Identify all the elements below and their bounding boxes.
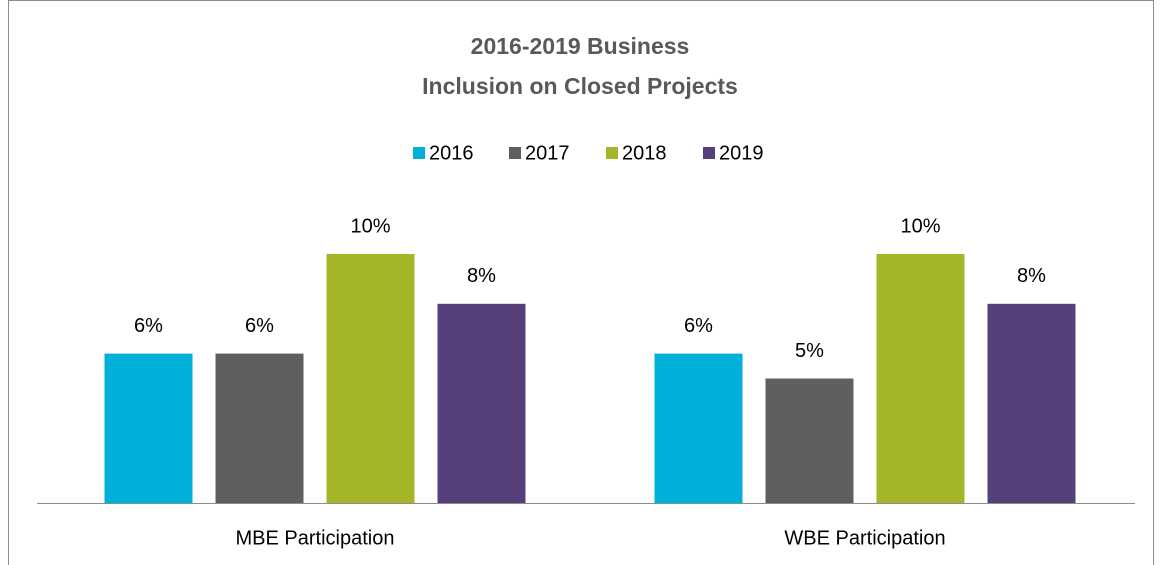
legend-label: 2016: [429, 142, 474, 164]
data-label: 6%: [684, 315, 713, 337]
legend-label: 2017: [525, 142, 570, 164]
legend-swatch: [703, 147, 715, 159]
chart-title: 2016-2019 Business: [471, 33, 690, 59]
bar: [104, 353, 193, 503]
legend-label: 2019: [719, 142, 764, 164]
x-tick-label: MBE Participation: [236, 527, 395, 549]
data-label: 10%: [900, 215, 940, 237]
bar: [437, 303, 526, 503]
data-label: 10%: [350, 215, 390, 237]
bar: [326, 254, 415, 503]
data-label: 6%: [134, 315, 163, 337]
bar: [987, 303, 1076, 503]
data-label: 6%: [245, 315, 274, 337]
data-label: 8%: [1017, 265, 1046, 287]
legend-swatch: [509, 147, 521, 159]
bar: [765, 378, 854, 503]
data-label: 5%: [795, 340, 824, 362]
x-tick-label: WBE Participation: [784, 527, 945, 549]
bar: [654, 353, 743, 503]
chart-title: Inclusion on Closed Projects: [422, 73, 738, 99]
data-label: 8%: [467, 265, 496, 287]
legend-label: 2018: [622, 142, 667, 164]
bar: [876, 254, 965, 503]
legend-swatch: [606, 147, 618, 159]
bar: [215, 353, 304, 503]
legend-swatch: [413, 147, 425, 159]
